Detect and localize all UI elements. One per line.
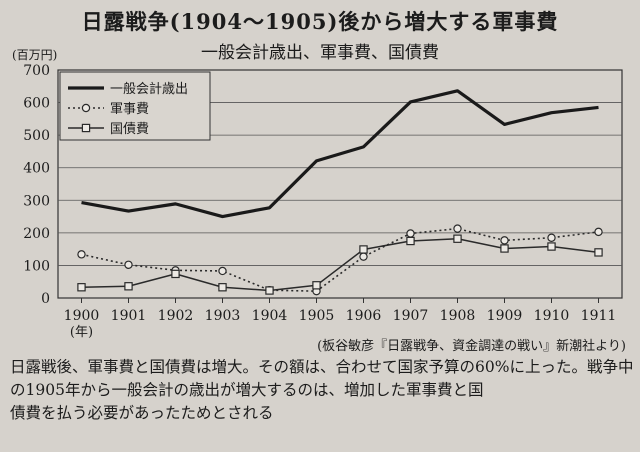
x-tick-label: 1902 xyxy=(158,308,194,324)
series-3-point xyxy=(312,281,321,290)
x-tick-label: 1900 xyxy=(64,308,100,324)
plot-frame xyxy=(57,69,623,299)
y-tick-label: 0 xyxy=(41,291,50,307)
x-tick-label: 1901 xyxy=(111,308,147,324)
chart-subtitle: 一般会計歳出、軍事費、国債費 xyxy=(201,43,439,63)
x-tick-label: 1906 xyxy=(346,308,382,324)
source-citation: (板谷敏彦『日露戦争、資金調達の戦い』新潮社より) xyxy=(317,339,626,354)
series-2-point xyxy=(77,250,86,259)
y-tick-label: 500 xyxy=(23,128,50,144)
x-tick-label: 1907 xyxy=(393,308,429,324)
series-3-point xyxy=(265,286,274,295)
series-2-point xyxy=(406,229,415,238)
series-3-point xyxy=(171,269,180,279)
series-3 xyxy=(77,234,603,295)
y-axis-unit-label: (百万円) xyxy=(12,48,58,62)
series-3-point xyxy=(406,236,415,246)
caption-paragraph-2: 債費を払う必要があったためとされる xyxy=(10,404,274,422)
series-2-point xyxy=(547,233,556,242)
series-3-point xyxy=(500,244,509,253)
series-3-line xyxy=(81,237,599,292)
series-2-point xyxy=(594,227,603,237)
series-2-line xyxy=(81,227,599,292)
series-3-point xyxy=(359,245,368,254)
x-tick-label: 1911 xyxy=(581,308,617,324)
series-2 xyxy=(77,224,603,296)
series-1 xyxy=(81,89,599,219)
y-tick-label: 600 xyxy=(23,96,50,112)
series-3-point xyxy=(124,282,133,291)
legend-label: 国債費 xyxy=(110,122,149,137)
y-tick-label: 200 xyxy=(23,226,50,242)
y-tick-label: 300 xyxy=(23,193,50,209)
y-tick-label: 700 xyxy=(23,63,50,79)
x-axis-label: (年) xyxy=(70,325,93,340)
series-1-line xyxy=(81,89,599,219)
series-2-point xyxy=(500,236,509,245)
x-tick-label: 1908 xyxy=(440,308,476,324)
y-tick-label: 100 xyxy=(23,258,50,274)
series-3-point xyxy=(594,248,603,257)
y-tick-label: 400 xyxy=(23,161,50,177)
series-2-point xyxy=(218,266,227,276)
series-2-point xyxy=(124,260,133,269)
x-tick-label: 1910 xyxy=(534,308,570,324)
x-tick-label: 1909 xyxy=(487,308,523,324)
series-2-point xyxy=(359,252,368,261)
legend-marker xyxy=(81,123,91,133)
series-3-point xyxy=(547,242,556,251)
legend-label: 一般会計歳出 xyxy=(110,81,188,97)
x-tick-label: 1903 xyxy=(205,308,241,324)
caption-paragraph-1: 日露戦後、軍事費と国債費は増大。その額は、合わせて国家予算の60%に上った。戦争… xyxy=(10,358,634,399)
series-3-point xyxy=(218,283,227,292)
legend-marker xyxy=(81,103,91,113)
series-3-point xyxy=(453,234,462,243)
legend-label: 軍事費 xyxy=(110,102,149,117)
series-2-point xyxy=(453,224,462,233)
series-3-point xyxy=(77,283,86,292)
x-tick-label: 1905 xyxy=(299,308,335,324)
x-tick-label: 1904 xyxy=(252,308,288,324)
chart-title: 日露戦争(1904〜1905)後から増大する軍事費 xyxy=(81,9,559,34)
caption: 日露戦後、軍事費と国債費は増大。その額は、合わせて国家予算の60%に上った。戦争… xyxy=(10,356,635,425)
